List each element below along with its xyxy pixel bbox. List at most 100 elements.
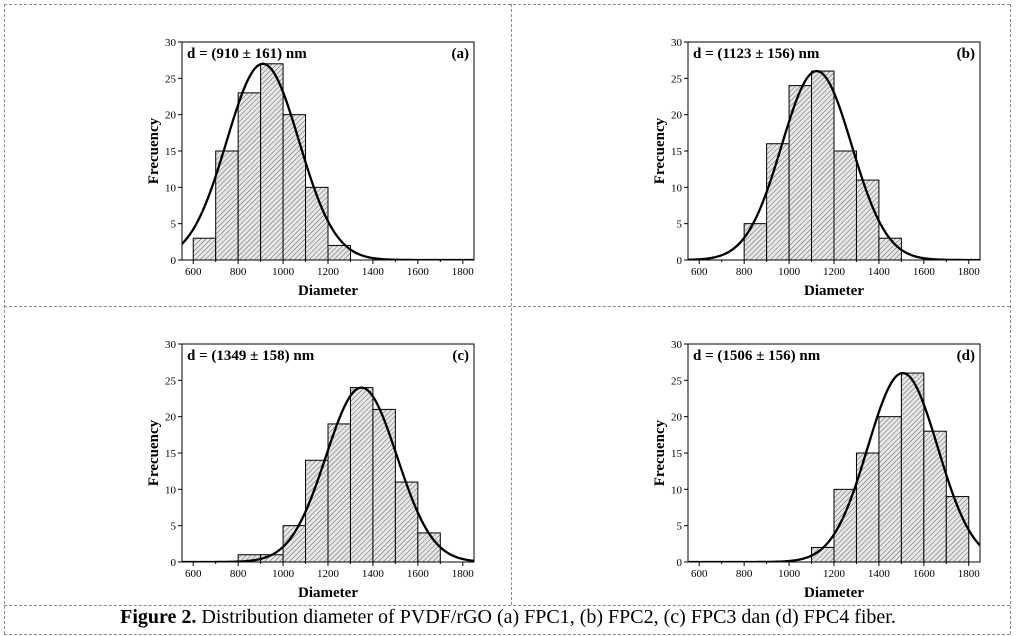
y-tick-label: 30 <box>165 37 177 49</box>
grid-left-border <box>4 4 5 634</box>
x-tick-label: 800 <box>736 266 753 278</box>
x-tick-label: 800 <box>230 266 247 278</box>
x-axis-label: Diameter <box>298 585 358 601</box>
y-tick-label: 25 <box>165 375 177 387</box>
histogram-panel-c: 600 800 1000 1200 1400 1600 1800 0 5 10 15 20 25 30 Di… <box>8 308 506 608</box>
histogram-bar <box>305 459 329 563</box>
y-tick-label: 10 <box>671 182 683 194</box>
mean-diameter-annotation: d = (1123 ± 156) nm <box>693 46 820 62</box>
y-tick-label: 10 <box>671 484 683 496</box>
y-tick-label: 0 <box>171 557 177 569</box>
histogram-bars <box>811 372 970 563</box>
y-tick-label: 15 <box>671 448 683 460</box>
y-tick-label: 25 <box>165 73 177 85</box>
x-tick-label: 1000 <box>778 568 801 580</box>
x-axis-label: Diameter <box>804 585 864 601</box>
y-axis-label: Frecuency <box>146 117 162 184</box>
histogram-bar <box>349 387 374 563</box>
histogram-svg: 600 800 1000 1200 1400 1600 1800 0 5 10 15 20 25 30 Di… <box>652 37 981 299</box>
y-tick-label: 5 <box>677 219 683 231</box>
x-tick-label: 1200 <box>317 266 340 278</box>
y-tick-label: 30 <box>671 37 683 49</box>
x-tick-label: 1800 <box>958 568 981 580</box>
y-tick-label: 0 <box>171 255 177 267</box>
histogram-svg: 600 800 1000 1200 1400 1600 1800 0 5 10 15 20 25 30 Di… <box>652 339 981 601</box>
x-tick-label: 1800 <box>452 568 475 580</box>
x-tick-label: 800 <box>230 568 247 580</box>
y-tick-label: 30 <box>671 339 683 351</box>
x-tick-label: 1400 <box>868 568 891 580</box>
caption-label: Figure 2. <box>120 606 197 628</box>
histogram-panel-d: 600 800 1000 1200 1400 1600 1800 0 5 10 15 20 25 30 Di… <box>514 308 1012 608</box>
grid-center-divider <box>511 4 512 605</box>
x-tick-label: 1800 <box>452 266 475 278</box>
grid-top-border <box>4 4 1010 5</box>
grid-bottom-border <box>4 634 1010 635</box>
x-tick-label: 1600 <box>407 568 430 580</box>
x-tick-label: 800 <box>736 568 753 580</box>
histogram-bar <box>811 70 835 261</box>
histogram-bar <box>878 237 902 261</box>
x-tick-label: 1400 <box>362 266 385 278</box>
histogram-bar <box>417 532 441 563</box>
x-tick-label: 1600 <box>913 266 936 278</box>
x-tick-label: 1400 <box>362 568 385 580</box>
histogram-panel-b: 600 800 1000 1200 1400 1600 1800 0 5 10 15 20 25 30 Di… <box>514 6 1012 306</box>
y-tick-label: 15 <box>671 146 683 158</box>
panel-label: (a) <box>452 46 470 62</box>
histogram-bar <box>327 423 351 563</box>
histogram-bar <box>923 430 947 563</box>
histogram-bar <box>394 481 419 563</box>
x-tick-label: 1600 <box>913 568 936 580</box>
y-tick-label: 10 <box>165 182 177 194</box>
histogram-bars <box>237 387 441 563</box>
mean-diameter-annotation: d = (1349 ± 158) nm <box>187 348 315 364</box>
y-axis-label: Frecuency <box>652 117 668 184</box>
y-tick-label: 15 <box>165 146 177 158</box>
y-tick-label: 0 <box>677 255 683 267</box>
x-tick-label: 600 <box>185 266 202 278</box>
x-tick-label: 1400 <box>868 266 891 278</box>
x-tick-label: 600 <box>185 568 202 580</box>
histogram-bar <box>878 416 902 563</box>
y-tick-label: 20 <box>671 412 683 424</box>
y-tick-label: 5 <box>171 219 177 231</box>
gaussian-fit-curve <box>688 69 980 260</box>
gaussian-fit-curve <box>688 371 980 562</box>
y-tick-label: 25 <box>671 73 683 85</box>
y-tick-label: 30 <box>165 339 177 351</box>
histogram-bar <box>192 237 217 261</box>
x-tick-label: 1200 <box>317 568 340 580</box>
y-tick-label: 0 <box>677 557 683 569</box>
mean-diameter-annotation: d = (910 ± 161) nm <box>187 46 307 62</box>
x-tick-label: 1600 <box>407 266 430 278</box>
x-tick-label: 1000 <box>778 266 801 278</box>
histogram-bars <box>192 63 351 261</box>
x-axis-label: Diameter <box>298 283 358 299</box>
histogram-bar <box>900 372 925 563</box>
x-tick-label: 600 <box>691 568 708 580</box>
figure-caption: Figure 2. Distribution diameter of PVDF/… <box>0 606 1016 629</box>
histogram-bars <box>743 70 902 261</box>
panel-label: (c) <box>452 348 469 364</box>
y-tick-label: 10 <box>165 484 177 496</box>
y-axis-label: Frecuency <box>146 419 162 486</box>
caption-text: Distribution diameter of PVDF/rGO (a) FP… <box>196 606 896 628</box>
y-tick-label: 5 <box>677 521 683 533</box>
x-tick-label: 1800 <box>958 266 981 278</box>
y-tick-label: 5 <box>171 521 177 533</box>
grid-middle-divider <box>4 306 1010 307</box>
histogram-bar <box>282 114 307 261</box>
histogram-bar <box>833 488 857 563</box>
mean-diameter-annotation: d = (1506 ± 156) nm <box>693 348 821 364</box>
y-tick-label: 20 <box>671 110 683 122</box>
histogram-bar <box>743 223 768 261</box>
y-axis-label: Frecuency <box>652 419 668 486</box>
x-tick-label: 600 <box>691 266 708 278</box>
histogram-bar <box>372 408 396 563</box>
panel-label: (b) <box>957 46 975 62</box>
y-tick-label: 20 <box>165 412 177 424</box>
y-tick-label: 20 <box>165 110 177 122</box>
x-tick-label: 1200 <box>823 568 846 580</box>
